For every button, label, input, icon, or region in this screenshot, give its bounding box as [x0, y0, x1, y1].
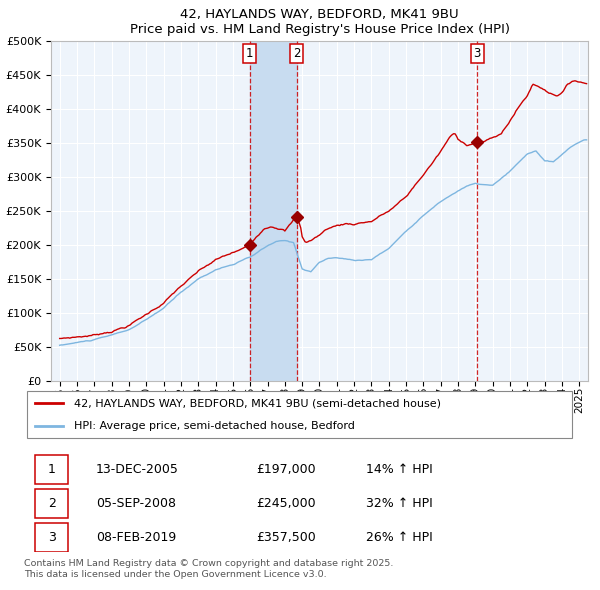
- Text: 08-FEB-2019: 08-FEB-2019: [96, 530, 176, 544]
- Title: 42, HAYLANDS WAY, BEDFORD, MK41 9BU
Price paid vs. HM Land Registry's House Pric: 42, HAYLANDS WAY, BEDFORD, MK41 9BU Pric…: [130, 8, 509, 36]
- FancyBboxPatch shape: [27, 391, 572, 438]
- Text: 1: 1: [47, 463, 56, 476]
- Text: 3: 3: [473, 47, 481, 60]
- Bar: [250, 41, 296, 381]
- Text: 32% ↑ HPI: 32% ↑ HPI: [366, 497, 433, 510]
- Text: 14% ↑ HPI: 14% ↑ HPI: [366, 463, 433, 476]
- Text: Contains HM Land Registry data © Crown copyright and database right 2025.
This d: Contains HM Land Registry data © Crown c…: [24, 559, 394, 579]
- Text: 2: 2: [47, 497, 56, 510]
- Text: 05-SEP-2008: 05-SEP-2008: [96, 497, 176, 510]
- Text: HPI: Average price, semi-detached house, Bedford: HPI: Average price, semi-detached house,…: [74, 421, 355, 431]
- Text: £197,000: £197,000: [256, 463, 316, 476]
- Text: £245,000: £245,000: [256, 497, 316, 510]
- Text: 42, HAYLANDS WAY, BEDFORD, MK41 9BU (semi-detached house): 42, HAYLANDS WAY, BEDFORD, MK41 9BU (sem…: [74, 398, 440, 408]
- Text: 3: 3: [47, 530, 56, 544]
- FancyBboxPatch shape: [35, 523, 68, 552]
- FancyBboxPatch shape: [35, 454, 68, 484]
- FancyBboxPatch shape: [35, 489, 68, 517]
- Text: 1: 1: [246, 47, 253, 60]
- Text: £357,500: £357,500: [256, 530, 316, 544]
- Text: 2: 2: [293, 47, 301, 60]
- Text: 26% ↑ HPI: 26% ↑ HPI: [366, 530, 433, 544]
- Text: 13-DEC-2005: 13-DEC-2005: [96, 463, 179, 476]
